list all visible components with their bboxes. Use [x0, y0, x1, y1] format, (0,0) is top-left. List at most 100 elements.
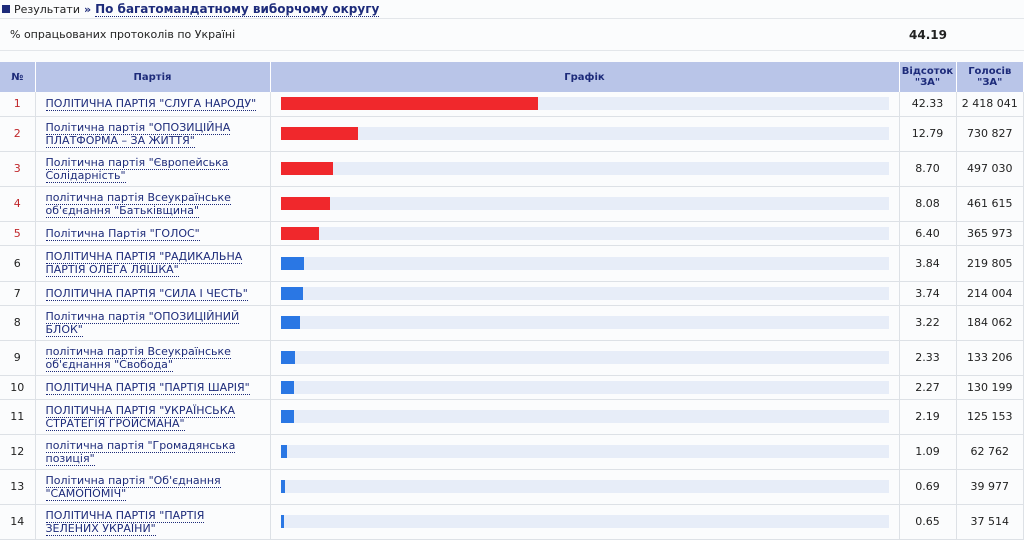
row-number: 14: [0, 504, 36, 540]
chart-cell: [270, 116, 900, 152]
percent-cell: 0.65: [899, 504, 957, 540]
bar-track: [280, 445, 889, 458]
bar-track: [280, 316, 889, 329]
bullet-icon: [2, 5, 10, 13]
breadcrumb: Результати » По багатомандатному виборчо…: [0, 0, 1024, 19]
party-cell: ПОЛІТИЧНА ПАРТІЯ "СИЛА І ЧЕСТЬ": [35, 281, 271, 306]
vote-bar: [280, 480, 285, 493]
chart-cell: [270, 281, 900, 306]
vote-bar: [280, 351, 295, 364]
table-row: 10 ПОЛІТИЧНА ПАРТІЯ "ПАРТІЯ ШАРІЯ" 2.27 …: [0, 375, 1024, 400]
bar-track: [280, 127, 889, 140]
votes-cell: 133 206: [956, 340, 1024, 376]
party-link[interactable]: ПОЛІТИЧНА ПАРТІЯ "СИЛА І ЧЕСТЬ": [45, 286, 248, 301]
party-link[interactable]: Політична партія "Об'єднання "САМОПОМІЧ": [45, 473, 221, 501]
vote-bar: [280, 162, 334, 175]
party-cell: Політична партія "Європейська Солідарніс…: [35, 151, 271, 187]
party-cell: політична партія Всеукраїнське об'єднанн…: [35, 186, 271, 222]
bar-track: [280, 226, 889, 240]
table-row: 1 ПОЛІТИЧНА ПАРТІЯ "СЛУГА НАРОДУ" 42.33 …: [0, 92, 1024, 117]
percent-cell: 12.79: [899, 116, 957, 152]
party-link[interactable]: Політична партія "ОПОЗИЦІЙНА ПЛАТФОРМА –…: [45, 120, 231, 148]
chart-cell: [270, 151, 900, 187]
table-row: 9 політична партія Всеукраїнське об'єдна…: [0, 340, 1024, 376]
votes-cell: 365 973: [956, 221, 1024, 246]
bar-track: [280, 286, 889, 300]
row-number: 5: [0, 221, 36, 246]
table-row: 11 ПОЛІТИЧНА ПАРТІЯ "УКРАЇНСЬКА СТРАТЕГІ…: [0, 399, 1024, 435]
votes-cell: 219 805: [956, 245, 1024, 282]
party-link[interactable]: ПОЛІТИЧНА ПАРТІЯ "СЛУГА НАРОДУ": [45, 97, 257, 112]
chart-cell: [270, 504, 900, 540]
table-row: 8 Політична партія "ОПОЗИЦІЙНИЙ БЛОК" 3.…: [0, 305, 1024, 341]
table-row: 3 Політична партія "Європейська Солідарн…: [0, 151, 1024, 187]
vote-bar: [280, 127, 359, 140]
vote-bar: [280, 286, 304, 300]
party-link[interactable]: ПОЛІТИЧНА ПАРТІЯ "ПАРТІЯ ШАРІЯ": [45, 380, 250, 395]
vote-bar: [280, 226, 320, 240]
row-number: 11: [0, 399, 36, 435]
votes-cell: 497 030: [956, 151, 1024, 187]
percent-cell: 0.69: [899, 469, 957, 505]
party-link[interactable]: Політична партія "ОПОЗИЦІЙНИЙ БЛОК": [45, 309, 240, 337]
row-number: 8: [0, 305, 36, 341]
votes-cell: 130 199: [956, 375, 1024, 400]
party-cell: ПОЛІТИЧНА ПАРТІЯ "УКРАЇНСЬКА СТРАТЕГІЯ Г…: [35, 399, 271, 435]
table-row: 2 Політична партія "ОПОЗИЦІЙНА ПЛАТФОРМА…: [0, 116, 1024, 152]
votes-cell: 39 977: [956, 469, 1024, 505]
party-link[interactable]: політична партія "Громадянська позиція": [45, 438, 236, 466]
bar-track: [280, 162, 889, 175]
bar-track: [280, 197, 889, 210]
header-no: №: [0, 62, 36, 92]
bar-track: [280, 351, 889, 364]
header-chart: Графік: [270, 62, 900, 92]
percent-cell: 1.09: [899, 434, 957, 470]
row-number: 13: [0, 469, 36, 505]
chart-cell: [270, 375, 900, 400]
vote-bar: [280, 97, 538, 111]
votes-cell: 125 153: [956, 399, 1024, 435]
row-number: 7: [0, 281, 36, 306]
party-link[interactable]: Політична партія "Європейська Солідарніс…: [45, 155, 229, 183]
party-cell: ПОЛІТИЧНА ПАРТІЯ "ПАРТІЯ ШАРІЯ": [35, 375, 271, 400]
vote-bar: [280, 380, 295, 394]
table-row: 6 ПОЛІТИЧНА ПАРТІЯ "РАДИКАЛЬНА ПАРТІЯ ОЛ…: [0, 245, 1024, 282]
row-number: 1: [0, 92, 36, 117]
processed-label: % опрацьованих протоколів по Україні: [10, 28, 236, 41]
breadcrumb-current-link[interactable]: По багатомандатному виборчому округу: [95, 1, 380, 17]
header-party: Партія: [35, 62, 271, 92]
breadcrumb-separator: »: [83, 2, 92, 16]
party-link[interactable]: Політична Партія "ГОЛОС": [45, 226, 200, 241]
row-number: 3: [0, 151, 36, 187]
percent-cell: 42.33: [899, 92, 957, 117]
votes-cell: 214 004: [956, 281, 1024, 306]
party-link[interactable]: ПОЛІТИЧНА ПАРТІЯ "ПАРТІЯ ЗЕЛЕНИХ УКРАЇНИ…: [45, 508, 205, 536]
percent-cell: 2.33: [899, 340, 957, 376]
table-row: 13 Політична партія "Об'єднання "САМОПОМ…: [0, 469, 1024, 505]
party-link[interactable]: політична партія Всеукраїнське об'єднанн…: [45, 344, 231, 372]
votes-cell: 461 615: [956, 186, 1024, 222]
table-row: 5 Політична Партія "ГОЛОС" 6.40 365 973: [0, 221, 1024, 246]
table-row: 12 політична партія "Громадянська позиці…: [0, 434, 1024, 470]
percent-cell: 8.08: [899, 186, 957, 222]
vote-bar: [280, 410, 294, 423]
bar-track: [280, 410, 889, 423]
percent-cell: 3.84: [899, 245, 957, 282]
table-row: 4 політична партія Всеукраїнське об'єдна…: [0, 186, 1024, 222]
chart-cell: [270, 221, 900, 246]
vote-bar: [280, 445, 288, 458]
party-link[interactable]: політична партія Всеукраїнське об'єднанн…: [45, 190, 231, 218]
votes-cell: 37 514: [956, 504, 1024, 540]
party-cell: політична партія Всеукраїнське об'єднанн…: [35, 340, 271, 376]
processed-protocols-row: % опрацьованих протоколів по Україні 44.…: [0, 19, 1024, 51]
chart-cell: [270, 92, 900, 117]
party-cell: ПОЛІТИЧНА ПАРТІЯ "РАДИКАЛЬНА ПАРТІЯ ОЛЕГ…: [35, 245, 271, 282]
vote-bar: [280, 316, 301, 329]
row-number: 6: [0, 245, 36, 282]
results-table: № Партія Графік Відсоток "ЗА" Голосів "З…: [0, 62, 1024, 540]
percent-cell: 3.74: [899, 281, 957, 306]
row-number: 4: [0, 186, 36, 222]
party-link[interactable]: ПОЛІТИЧНА ПАРТІЯ "УКРАЇНСЬКА СТРАТЕГІЯ Г…: [45, 403, 236, 431]
party-link[interactable]: ПОЛІТИЧНА ПАРТІЯ "РАДИКАЛЬНА ПАРТІЯ ОЛЕГ…: [45, 250, 243, 277]
table-row: 7 ПОЛІТИЧНА ПАРТІЯ "СИЛА І ЧЕСТЬ" 3.74 2…: [0, 281, 1024, 306]
